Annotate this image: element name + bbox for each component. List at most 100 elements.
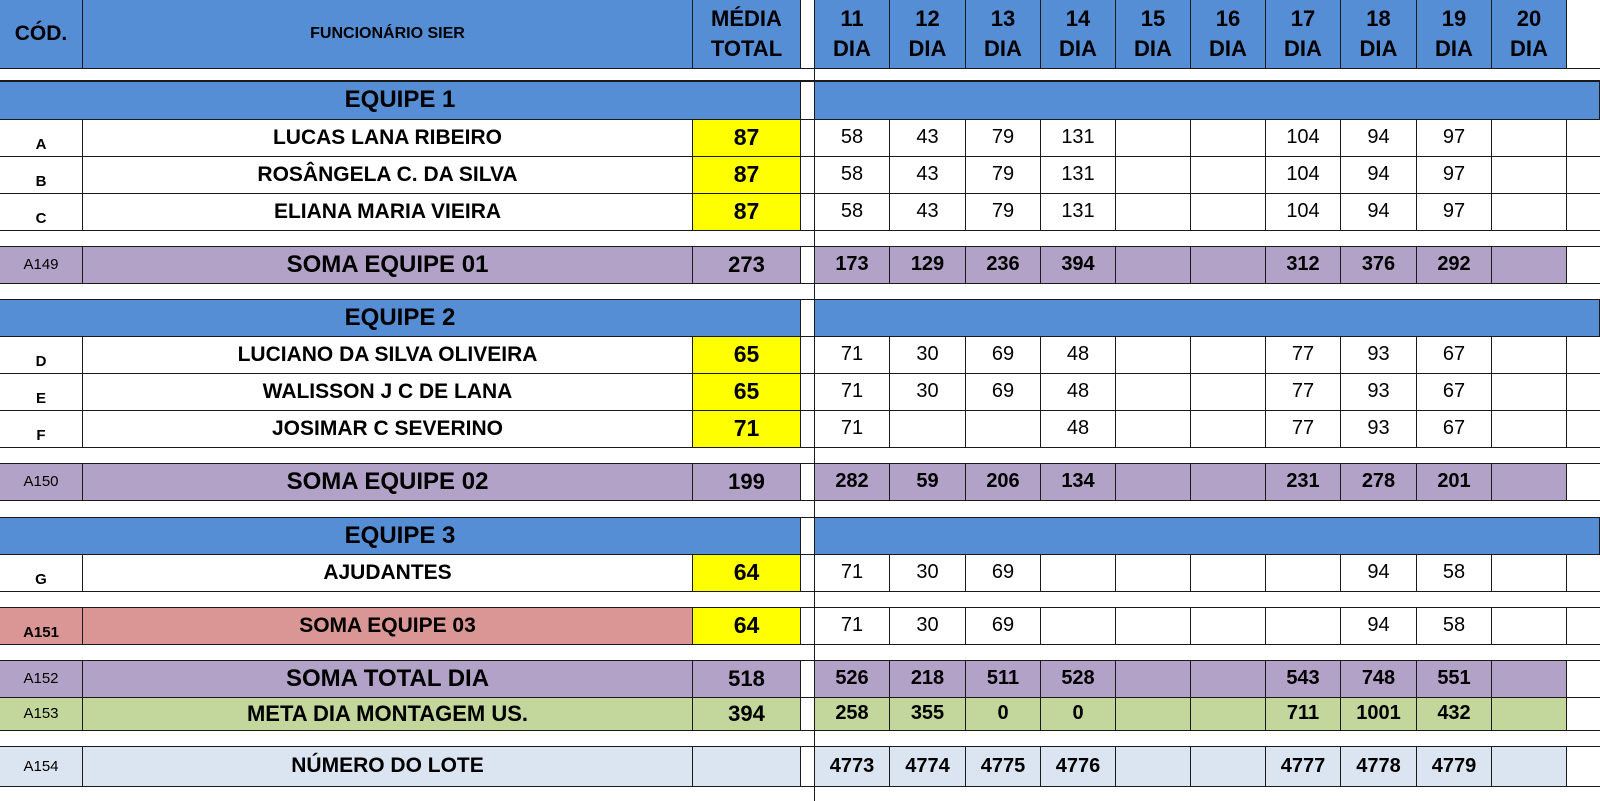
- day-value-14: 4776: [1041, 746, 1116, 786]
- day-value-13: 69: [966, 336, 1041, 373]
- day-value-15: [1116, 193, 1191, 230]
- header-day-12: 12 DIA: [890, 0, 966, 68]
- row-code: F: [0, 410, 83, 447]
- row-total: 518: [693, 660, 801, 697]
- row-name: SOMA EQUIPE 01: [83, 246, 693, 283]
- header-day-number: 12: [915, 6, 940, 31]
- day-value-18: 1001: [1341, 697, 1417, 730]
- grid-line: [0, 246, 1600, 247]
- day-value-16: [1191, 373, 1266, 410]
- day-value-20: [1492, 660, 1567, 697]
- day-value-12: 355: [890, 697, 966, 730]
- day-value-13: 79: [966, 156, 1041, 193]
- day-value-15: [1116, 607, 1191, 644]
- day-value-14: 394: [1041, 246, 1116, 283]
- grid-line: [0, 746, 1600, 747]
- row-total: [693, 746, 801, 786]
- header-day-label: DIA: [908, 36, 947, 61]
- day-value-14: 134: [1041, 463, 1116, 500]
- grid-line: [0, 68, 1600, 69]
- row-name: LUCAS LANA RIBEIRO: [83, 119, 693, 156]
- header-day-13: 13 DIA: [966, 0, 1041, 68]
- day-value-12: 30: [890, 373, 966, 410]
- header-day-label: DIA: [1359, 36, 1398, 61]
- day-value-14: 48: [1041, 373, 1116, 410]
- day-value-20: [1492, 119, 1567, 156]
- day-value-15: [1116, 463, 1191, 500]
- day-value-17: 104: [1266, 119, 1341, 156]
- day-value-16: [1191, 119, 1266, 156]
- day-value-11: 4773: [815, 746, 890, 786]
- day-value-18: 94: [1341, 607, 1417, 644]
- day-value-16: [1191, 246, 1266, 283]
- day-value-17: [1266, 607, 1341, 644]
- day-value-20: [1492, 246, 1567, 283]
- day-value-17: 312: [1266, 246, 1341, 283]
- day-value-11: 173: [815, 246, 890, 283]
- day-value-12: 30: [890, 336, 966, 373]
- grid-line: [0, 786, 1600, 787]
- grid-line: [0, 517, 1600, 518]
- day-value-20: [1492, 336, 1567, 373]
- header-day-19: 19 DIA: [1417, 0, 1492, 68]
- day-value-20: [1492, 607, 1567, 644]
- day-value-20: [1492, 156, 1567, 193]
- day-value-16: [1191, 554, 1266, 591]
- grid-line: [0, 81, 1600, 82]
- day-value-20: [1492, 410, 1567, 447]
- day-value-16: [1191, 410, 1266, 447]
- team-title: EQUIPE 1: [0, 81, 801, 119]
- row-average: 65: [693, 336, 801, 373]
- day-value-11: 282: [815, 463, 890, 500]
- grid-line: [0, 119, 1600, 120]
- grid-line: [0, 660, 1600, 661]
- row-code: E: [0, 373, 83, 410]
- day-value-16: [1191, 463, 1266, 500]
- day-value-12: 129: [890, 246, 966, 283]
- header-day-label: DIA: [1209, 36, 1247, 61]
- header-day-number: 20: [1516, 6, 1542, 31]
- day-value-12: 218: [890, 660, 966, 697]
- day-value-19: 292: [1417, 246, 1492, 283]
- day-value-12: 43: [890, 193, 966, 230]
- header-day-number: 18: [1366, 6, 1391, 31]
- day-value-17: 77: [1266, 373, 1341, 410]
- day-value-12: 30: [890, 607, 966, 644]
- row-code: D: [0, 336, 83, 373]
- row-average: 64: [693, 554, 801, 591]
- row-total: 199: [693, 463, 801, 500]
- header-average-line2: TOTAL: [710, 36, 783, 61]
- day-value-19: 67: [1417, 410, 1492, 447]
- header-day-label: DIA: [1059, 36, 1097, 61]
- day-value-17: [1266, 554, 1341, 591]
- day-value-16: [1191, 697, 1266, 730]
- row-name: AJUDANTES: [83, 554, 693, 591]
- day-value-13: 79: [966, 193, 1041, 230]
- day-value-19: 97: [1417, 193, 1492, 230]
- row-code: A: [0, 119, 83, 156]
- grid-line: [0, 447, 1600, 448]
- day-value-16: [1191, 193, 1266, 230]
- row-name: SOMA TOTAL DIA: [83, 660, 693, 697]
- day-value-11: 526: [815, 660, 890, 697]
- grid-line: [0, 230, 1600, 231]
- row-average: 71: [693, 410, 801, 447]
- row-name: ROSÂNGELA C. DA SILVA: [83, 156, 693, 193]
- row-total: 273: [693, 246, 801, 283]
- row-code: A151: [0, 607, 83, 644]
- day-value-18: 94: [1341, 193, 1417, 230]
- row-name: SOMA EQUIPE 02: [83, 463, 693, 500]
- grid-line: [0, 463, 1600, 464]
- day-value-11: 258: [815, 697, 890, 730]
- grid-line: [0, 193, 1600, 194]
- day-value-13: 206: [966, 463, 1041, 500]
- grid-line: [0, 644, 1600, 645]
- day-value-19: 4779: [1417, 746, 1492, 786]
- row-name: WALISSON J C DE LANA: [83, 373, 693, 410]
- day-value-18: 94: [1341, 156, 1417, 193]
- header-day-number: 15: [1140, 6, 1166, 31]
- row-name: LUCIANO DA SILVA OLIVEIRA: [83, 336, 693, 373]
- day-value-18: 94: [1341, 119, 1417, 156]
- day-value-18: 94: [1341, 554, 1417, 591]
- team-title-band: [815, 299, 1600, 336]
